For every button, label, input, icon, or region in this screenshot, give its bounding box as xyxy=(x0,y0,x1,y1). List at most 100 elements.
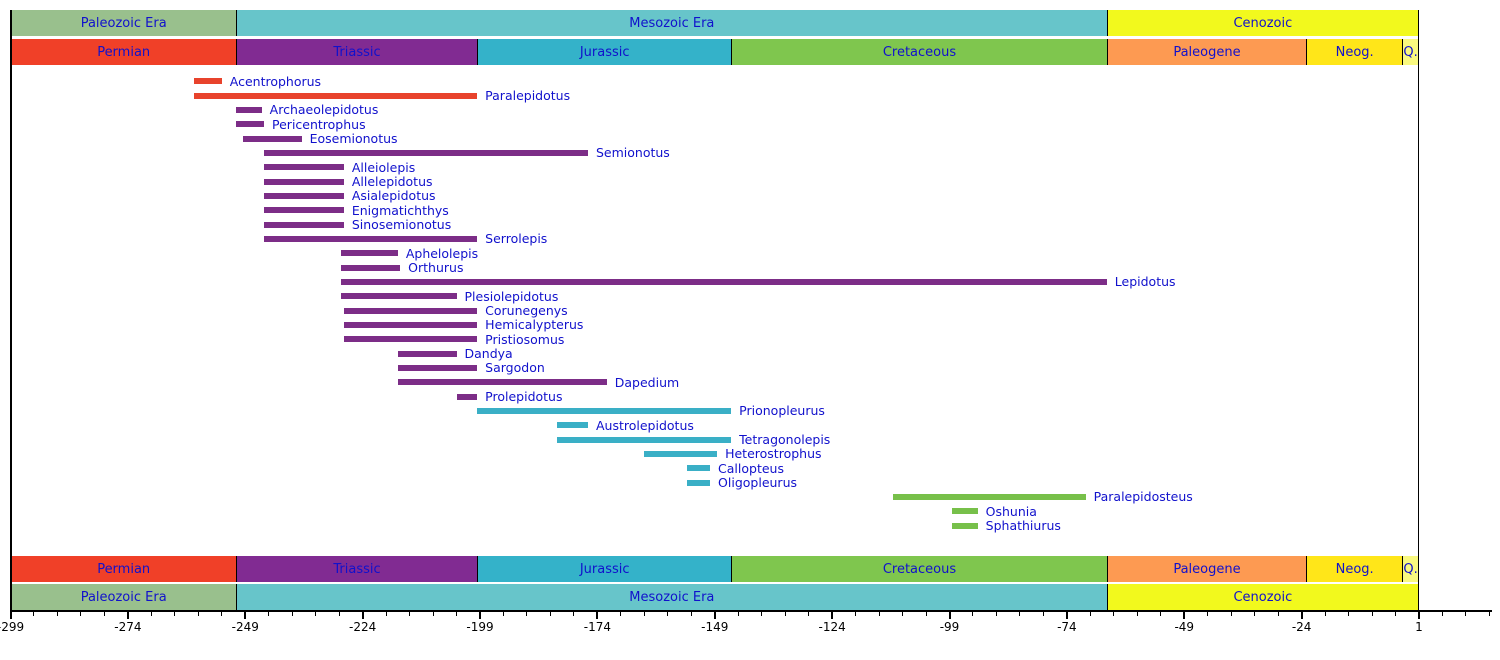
taxon-label: Serrolepis xyxy=(485,231,548,247)
period-band-permian: Permian xyxy=(10,39,236,65)
taxon-label: Austrolepidotus xyxy=(595,417,694,433)
axis-minor-tick xyxy=(456,610,458,616)
period-label: Paleogene xyxy=(1173,561,1241,577)
taxon-label: Prionopleurus xyxy=(739,403,825,419)
taxon-label: Archaeolepidotus xyxy=(269,102,379,118)
axis-tick-label: -224 xyxy=(349,620,377,634)
taxon-label: Sinosemionotus xyxy=(351,217,452,233)
taxon-label: Callopteus xyxy=(718,460,784,476)
axis-major-tick xyxy=(713,610,716,619)
era-label: Mesozoic Era xyxy=(629,589,715,605)
axis-minor-tick xyxy=(1136,610,1138,616)
period-band-q: Q. xyxy=(1402,556,1419,582)
taxon-label: Hemicalypterus xyxy=(485,317,584,333)
axis-minor-tick xyxy=(643,610,645,616)
period-label: Jurassic xyxy=(579,44,630,60)
axis-minor-tick xyxy=(1277,610,1279,616)
taxon-label: Alleiolepis xyxy=(351,159,416,175)
taxon-label: Sphathiurus xyxy=(985,518,1061,534)
taxon-label: Orthurus xyxy=(408,260,464,276)
taxon-bar-heterostrophus xyxy=(644,450,718,457)
period-label: Permian xyxy=(97,44,151,60)
era-row-bottom: Paleozoic Era Mesozoic Era Cenozoic xyxy=(0,584,1500,610)
taxon-bar-austrolepidotus xyxy=(557,422,588,429)
taxon-bar-allelepidotus xyxy=(264,178,344,185)
taxon-label: Allelepidotus xyxy=(351,174,433,190)
axis-major-tick xyxy=(1183,610,1186,619)
taxon-label: Paralepidosteus xyxy=(1093,489,1193,505)
axis-minor-tick xyxy=(103,610,105,616)
taxon-bar-callopteus xyxy=(686,465,711,472)
taxon-label: Asialepidotus xyxy=(351,188,436,204)
axis-major-tick xyxy=(479,610,481,619)
axis-minor-tick xyxy=(338,610,340,616)
taxon-bar-asialepidotus xyxy=(264,192,344,199)
axis-minor-tick xyxy=(902,610,904,616)
period-band-jurassic: Jurassic xyxy=(477,39,732,65)
axis-minor-tick xyxy=(150,610,152,616)
taxon-label: Prolepidotus xyxy=(485,389,563,405)
period-band-paleogene: Paleogene xyxy=(1106,556,1307,582)
axis-minor-tick xyxy=(526,610,528,616)
axis-minor-tick xyxy=(1465,610,1467,616)
period-label: Triassic xyxy=(333,561,381,577)
era-band-paleozoic-era: Paleozoic Era xyxy=(10,584,236,610)
axis-major-tick xyxy=(948,610,951,619)
taxon-bar-prolepidotus xyxy=(456,393,478,400)
period-band-cretaceous: Cretaceous xyxy=(731,556,1107,582)
axis-minor-tick xyxy=(1089,610,1091,616)
axis-minor-tick xyxy=(808,610,810,616)
taxon-label: Pristiosomus xyxy=(485,331,565,347)
axis-minor-tick xyxy=(33,610,35,616)
axis-minor-tick xyxy=(620,610,622,616)
axis-minor-tick xyxy=(1160,610,1162,616)
axis-minor-tick xyxy=(268,610,270,616)
axis-minor-tick xyxy=(1348,610,1350,616)
taxon-bar-acentrophorus xyxy=(193,78,222,85)
taxon-bar-sinosemionotus xyxy=(264,221,344,228)
taxon-bar-dapedium xyxy=(397,379,607,386)
axis-major-tick xyxy=(1418,610,1420,619)
era-row-top: Paleozoic Era Mesozoic Era Cenozoic xyxy=(0,10,1500,36)
axis-minor-tick xyxy=(1324,610,1326,616)
axis-minor-tick xyxy=(221,610,223,616)
axis-tick-label: 1 xyxy=(1415,620,1423,634)
period-band-cretaceous: Cretaceous xyxy=(731,39,1107,65)
taxon-bar-paralepidosteus xyxy=(893,493,1086,500)
period-label: Paleogene xyxy=(1173,44,1241,60)
taxon-bar-corunegenys xyxy=(343,307,478,314)
taxon-label: Dapedium xyxy=(614,374,680,390)
taxon-label: Oligopleurus xyxy=(718,475,798,491)
period-label: Jurassic xyxy=(579,561,630,577)
taxon-bar-serrolepis xyxy=(264,235,478,242)
axis-tick-label: -249 xyxy=(231,620,259,634)
era-label: Cenozoic xyxy=(1233,589,1293,605)
era-label: Mesozoic Era xyxy=(629,15,715,31)
axis-major-tick xyxy=(361,610,364,619)
period-band-jurassic: Jurassic xyxy=(477,556,732,582)
taxon-bar-oshunia xyxy=(951,508,978,515)
axis-minor-tick xyxy=(1019,610,1021,616)
taxon-label: Lepidotus xyxy=(1114,274,1176,290)
axis-minor-tick xyxy=(737,610,739,616)
era-label: Paleozoic Era xyxy=(80,15,167,31)
time-axis-line xyxy=(10,610,1492,612)
axis-minor-tick xyxy=(502,610,504,616)
axis-major-tick xyxy=(831,610,834,619)
period-band-paleogene: Paleogene xyxy=(1106,39,1307,65)
axis-tick-label: -174 xyxy=(583,620,611,634)
axis-tick-label: -149 xyxy=(701,620,729,634)
axis-minor-tick xyxy=(995,610,997,616)
era-band-cenozoic: Cenozoic xyxy=(1106,584,1419,610)
axis-minor-tick xyxy=(549,610,551,616)
period-label: Q. xyxy=(1403,44,1418,60)
period-band-triassic: Triassic xyxy=(235,39,478,65)
period-row-top: Permian Triassic Jurassic Cretaceous Paleoge… xyxy=(0,39,1500,65)
taxon-bar-alleiolepis xyxy=(264,164,344,171)
axis-minor-tick xyxy=(761,610,763,616)
axis-major-tick xyxy=(126,610,129,619)
axis-minor-tick xyxy=(1488,610,1490,616)
period-label: Cretaceous xyxy=(882,561,957,577)
taxon-bar-lepidotus xyxy=(341,278,1107,285)
